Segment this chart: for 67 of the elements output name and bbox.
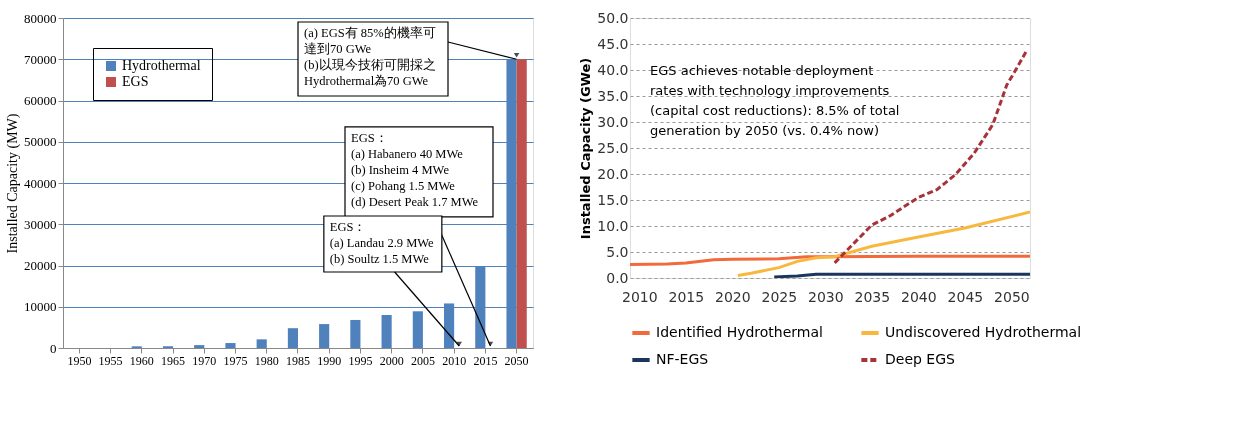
legend-label: Undiscovered Hydrothermal (885, 324, 1082, 340)
line-series (736, 210, 1030, 277)
legend-label: NF-EGS (656, 351, 709, 367)
y-tick-label: 35.0 (597, 87, 629, 104)
y-tick-label: 0.0 (606, 269, 629, 286)
y-tick-label: 40000 (24, 175, 57, 191)
y-tick-label: 45.0 (597, 35, 629, 52)
x-tick-label: 1960 (129, 353, 154, 368)
bar (287, 328, 298, 348)
y-tick-label: 50000 (24, 134, 57, 150)
annotation: (a) EGS有 85%的機率可達到70 GWe (b)以現今技術可開採之Hydrothermal為70 GWe (304, 25, 436, 88)
x-tick-label: 1990 (317, 353, 342, 368)
line-series (630, 254, 1030, 266)
x-tick-label: 1965 (161, 353, 186, 368)
x-tick-label: 1985 (286, 353, 310, 368)
y-tick-label: 30000 (24, 216, 57, 232)
x-tick-label: 2035 (854, 288, 891, 305)
x-tick-label: 2005 (410, 353, 435, 368)
y-tick-label: 15.0 (597, 191, 629, 208)
x-tick-label: 2045 (947, 288, 984, 305)
y-tick-label: 30.0 (597, 113, 629, 130)
y-tick-label: 10000 (24, 299, 57, 315)
x-tick-label: 1950 (67, 353, 92, 368)
x-tick-label: 2050 (504, 353, 529, 368)
legend-label: EGS (122, 74, 149, 89)
legend-label: Identified Hydrothermal (656, 324, 823, 340)
y-axis-title: Installed Capacity (GWe) (578, 57, 594, 240)
x-tick-label: 2030 (808, 288, 844, 305)
x-tick-label: 2050 (994, 288, 1030, 305)
bar (256, 339, 267, 348)
annotation: EGS： (a) Landau 2.9 MWe (b) Soultz 1.5 MWe (329, 220, 435, 266)
bar (381, 315, 392, 348)
x-tick-label: 1970 (192, 353, 217, 368)
x-tick-label: 1980 (254, 353, 279, 368)
bar (516, 59, 527, 348)
y-tick-label: 10.0 (597, 217, 629, 234)
y-tick-label: 50.0 (597, 9, 629, 26)
x-tick-label: 2010 (442, 353, 467, 368)
x-tick-label: 2040 (901, 288, 937, 305)
x-tick-label: 1955 (98, 353, 123, 368)
y-axis-title: Installed Capacity (MW) (5, 113, 21, 254)
y-tick-label: 25.0 (597, 139, 629, 156)
legend-label: Deep EGS (885, 351, 956, 367)
x-tick-label: 2000 (379, 353, 404, 368)
y-tick-label: 40.0 (597, 61, 629, 78)
y-tick-label: 60000 (24, 93, 57, 108)
bar (350, 319, 361, 348)
legend-label: Hydrothermal (122, 58, 201, 73)
y-tick-label: 70000 (24, 51, 57, 67)
bar (319, 324, 330, 348)
x-tick-label: 2010 (621, 288, 658, 305)
x-tick-label: 2025 (761, 288, 798, 305)
x-tick-label: 2015 (473, 353, 498, 368)
y-tick-label: 0 (50, 340, 57, 356)
bar (225, 343, 236, 348)
y-tick-label: 5.0 (606, 243, 629, 260)
x-tick-label: 1995 (348, 353, 373, 368)
y-tick-label: 20000 (24, 258, 57, 273)
y-tick-label: 20.0 (597, 165, 629, 182)
annotation: EGS： (a) Habanero 40 MWe (b) Insheim 4 MWe (c) Pohang 1.5 MWe (d) Desert Peak 1.7 MWe (351, 130, 479, 209)
x-tick-label: 1975 (223, 353, 248, 368)
y-tick-label: 80000 (24, 10, 57, 26)
bar (412, 311, 423, 348)
x-tick-label: 2020 (715, 288, 751, 305)
annotation: EGS achieves notable deployment rates with technology improvements (capital cost reductions): 8.5% of total generation by 2050 (vs. 0.4% now) (650, 62, 900, 138)
x-tick-label: 2015 (668, 288, 705, 305)
bar (194, 345, 205, 348)
